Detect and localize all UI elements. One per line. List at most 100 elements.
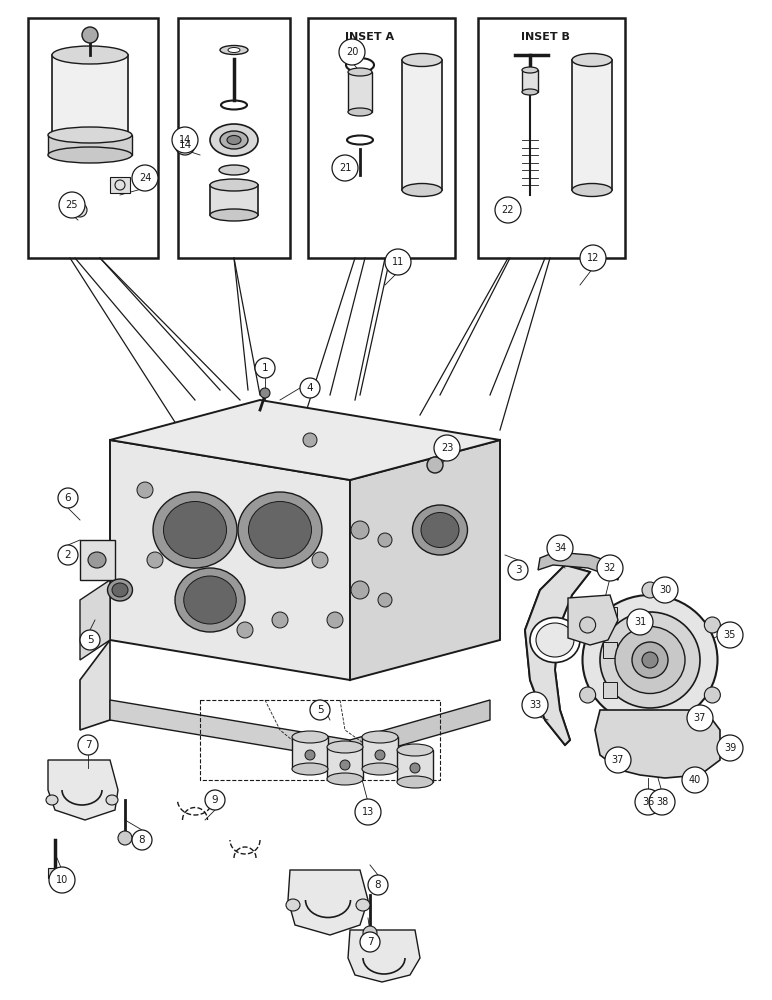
Circle shape	[132, 830, 152, 850]
Circle shape	[205, 790, 225, 810]
Bar	[572, 60, 612, 190]
Ellipse shape	[397, 744, 433, 756]
Text: 30: 30	[659, 585, 671, 595]
Circle shape	[118, 831, 132, 845]
Text: 8: 8	[139, 835, 145, 845]
Ellipse shape	[356, 899, 370, 911]
Circle shape	[649, 789, 675, 815]
Bar	[178, 18, 290, 258]
Circle shape	[310, 700, 330, 720]
Polygon shape	[568, 595, 618, 645]
Ellipse shape	[397, 776, 433, 788]
Text: 14: 14	[178, 140, 191, 150]
Ellipse shape	[522, 67, 538, 73]
Ellipse shape	[536, 623, 574, 657]
Text: 5: 5	[86, 635, 93, 645]
Circle shape	[642, 582, 658, 598]
Bar	[603, 682, 617, 698]
Ellipse shape	[220, 131, 248, 149]
Bar	[52, 55, 128, 135]
Circle shape	[147, 552, 163, 568]
Text: 25: 25	[66, 200, 78, 210]
Ellipse shape	[362, 731, 398, 743]
Circle shape	[580, 617, 596, 633]
Polygon shape	[80, 640, 110, 730]
Text: 10: 10	[56, 875, 68, 885]
Bar	[603, 607, 617, 623]
Circle shape	[137, 482, 153, 498]
Polygon shape	[595, 710, 720, 778]
Polygon shape	[80, 580, 110, 660]
Bar	[210, 185, 258, 215]
Ellipse shape	[530, 617, 580, 662]
Ellipse shape	[402, 53, 442, 66]
Ellipse shape	[107, 579, 133, 601]
Bar	[48, 868, 62, 878]
Bar	[110, 177, 130, 193]
Circle shape	[385, 249, 411, 275]
Circle shape	[375, 750, 385, 760]
Polygon shape	[110, 400, 500, 480]
Circle shape	[682, 767, 708, 793]
Circle shape	[312, 552, 328, 568]
Text: 5: 5	[317, 705, 323, 715]
Bar	[402, 60, 442, 190]
Ellipse shape	[348, 68, 372, 76]
Ellipse shape	[600, 612, 700, 708]
Circle shape	[360, 932, 380, 952]
Circle shape	[355, 799, 381, 825]
Text: 3: 3	[515, 565, 521, 575]
Ellipse shape	[292, 763, 328, 775]
Circle shape	[378, 593, 392, 607]
Ellipse shape	[292, 731, 328, 743]
Ellipse shape	[48, 147, 132, 163]
Polygon shape	[525, 565, 590, 745]
Circle shape	[332, 155, 358, 181]
Ellipse shape	[228, 47, 240, 52]
Circle shape	[597, 555, 623, 581]
Circle shape	[642, 652, 658, 668]
Circle shape	[434, 435, 460, 461]
Circle shape	[717, 735, 743, 761]
Polygon shape	[288, 870, 368, 935]
Ellipse shape	[88, 552, 106, 568]
Bar	[362, 737, 398, 769]
Circle shape	[687, 705, 713, 731]
Circle shape	[368, 875, 388, 895]
Ellipse shape	[362, 763, 398, 775]
Bar	[478, 18, 625, 258]
Circle shape	[495, 197, 521, 223]
Text: 7: 7	[367, 937, 374, 947]
Ellipse shape	[48, 127, 132, 143]
Text: INSET A: INSET A	[345, 32, 394, 42]
Circle shape	[363, 926, 377, 940]
Polygon shape	[110, 700, 350, 760]
Circle shape	[605, 747, 631, 773]
Circle shape	[80, 630, 100, 650]
Circle shape	[78, 735, 98, 755]
Text: 37: 37	[694, 713, 706, 723]
Circle shape	[547, 535, 573, 561]
Circle shape	[172, 127, 198, 153]
Ellipse shape	[421, 512, 459, 548]
Text: 33: 33	[529, 700, 541, 710]
Circle shape	[704, 687, 720, 703]
Circle shape	[340, 760, 350, 770]
Text: 31: 31	[634, 617, 646, 627]
Text: 7: 7	[85, 740, 91, 750]
Text: 38: 38	[656, 797, 668, 807]
Ellipse shape	[348, 108, 372, 116]
Ellipse shape	[227, 135, 241, 144]
Circle shape	[303, 433, 317, 447]
Circle shape	[704, 617, 720, 633]
Bar	[397, 750, 433, 782]
Circle shape	[351, 581, 369, 599]
Bar	[28, 18, 158, 258]
Circle shape	[632, 642, 668, 678]
Ellipse shape	[219, 165, 249, 175]
Circle shape	[82, 27, 98, 43]
Bar	[603, 642, 617, 658]
Ellipse shape	[522, 89, 538, 95]
Ellipse shape	[583, 595, 717, 725]
Circle shape	[652, 577, 678, 603]
